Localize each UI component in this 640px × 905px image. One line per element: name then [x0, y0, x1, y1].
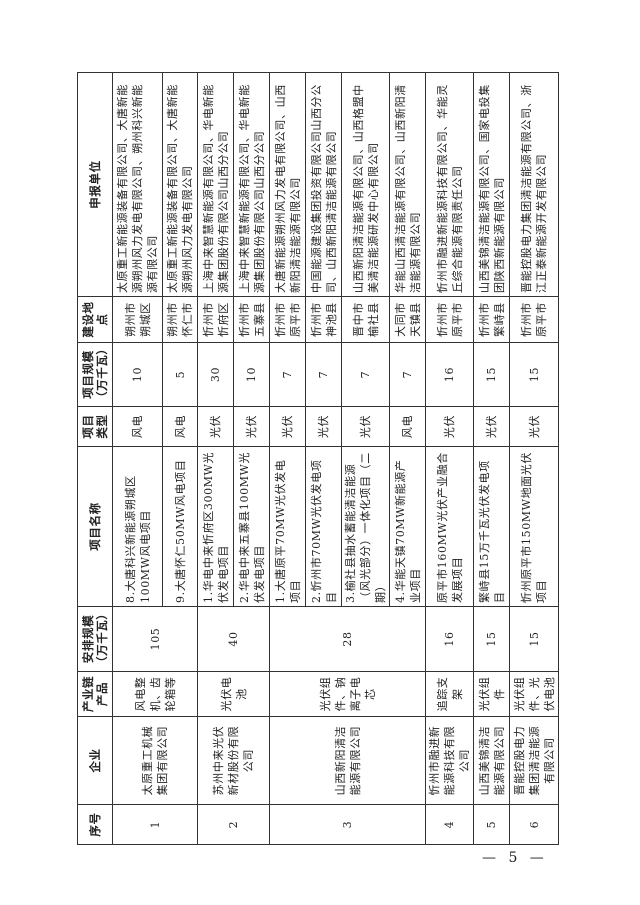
project-type-cell: 光伏 [269, 406, 306, 447]
product-cell: 光伏组件、光伏电池 [509, 671, 559, 717]
project-type-cell: 光伏 [197, 406, 234, 447]
table-row: 6 晋能控股电力集团清洁能源有限公司 光伏组件、光伏电池 15 忻州原平市150MW地面… [509, 72, 559, 845]
product-cell: 光伏电池 [197, 671, 270, 717]
project-scale-cell: 16 [425, 342, 474, 407]
project-type-cell: 光伏 [509, 406, 559, 447]
project-type-cell: 光伏 [305, 406, 342, 447]
enterprise-cell: 山西新阳清洁能源有限公司 [269, 716, 426, 805]
location-cell: 忻州市原平市 [269, 296, 306, 343]
location-cell: 朔州市朔城区 [112, 296, 163, 343]
header-enterprise: 企业 [77, 716, 113, 805]
location-cell: 忻州市神池县 [305, 296, 342, 343]
header-row: 序号 企业 产业链产品 安排规模（万千瓦） 项目名称 项目类型 项目规模（万千瓦） 建设地点申… [77, 72, 113, 845]
project-name-cell: 原平市160MW光伏产业融合发展项目 [425, 446, 474, 607]
project-type-cell: 风电 [389, 406, 426, 447]
enterprise-cell: 山西美锦清洁能源有限公司 [473, 716, 510, 805]
project-type-cell: 风电 [112, 406, 163, 447]
location-cell: 忻州市原平市 [425, 296, 474, 343]
row-number: 5 [473, 804, 510, 845]
enterprise-cell: 晋能控股电力集团清洁能源有限公司 [509, 716, 559, 805]
project-scale-cell: 7 [305, 342, 342, 407]
project-name-cell: 4.华能天镇70MW新能源产业项目 [389, 446, 426, 607]
project-scale-cell: 7 [389, 342, 426, 407]
header-product: 产业链产品 [77, 671, 113, 717]
project-scale-cell: 15 [509, 342, 559, 407]
page-number: — 5 — [482, 850, 548, 866]
product-cell: 光伏组件 [473, 671, 510, 717]
table-row: 4 忻州市融进新能源科技有限公司 追踪支架 16 原平市160MW光伏产业融合发展项目光… [425, 72, 474, 845]
project-name-cell: 3.榆社县抽水蓄能清洁能源（风光部分）一体化项目（二期） [341, 446, 390, 607]
applicant-cell: 太原重工新能源装备有限公司、大唐新能源朔州风力发电有限公司 [162, 72, 198, 297]
project-scale-cell: 10 [233, 342, 270, 407]
project-name-cell: 2.华电中来五寨县100MW光伏发电项目 [233, 446, 270, 607]
location-cell: 晋中市榆社县 [341, 296, 390, 343]
allocated-scale-cell: 28 [269, 606, 426, 672]
applicant-cell: 上海中来智慧新能源有限公司、华电新能源集团股份有限公司山西分公司 [197, 72, 234, 297]
enterprise-cell: 忻州市融进新能源科技有限公司 [425, 716, 474, 805]
applicant-cell: 上海中来智慧新能源有限公司、华电新能源集团股份有限公司山西分公司 [233, 72, 270, 297]
project-type-cell: 光伏 [233, 406, 270, 447]
project-table: 序号 企业 产业链产品 安排规模（万千瓦） 项目名称 项目类型 项目规模（万千瓦） 建设地点申… [77, 72, 559, 845]
location-cell: 忻州市原平市 [509, 296, 559, 343]
project-name-cell: 9.大唐怀仁50MW风电项目 [162, 446, 198, 607]
header-project-type: 项目类型 [77, 406, 113, 447]
header-applicant: 申报单位 [77, 72, 113, 297]
project-scale-cell: 10 [112, 342, 163, 407]
project-name-cell: 繁峙县15万千瓦光伏发电项目 [473, 446, 510, 607]
row-number: 2 [197, 804, 270, 845]
enterprise-cell: 太原重工机械集团有限公司 [112, 716, 198, 805]
rotated-table-container: 序号 企业 产业链产品 安排规模（万千瓦） 项目名称 项目类型 项目规模（万千瓦） 建设地点申… [77, 72, 559, 845]
project-type-cell: 风电 [162, 406, 198, 447]
applicant-cell: 山西美锦清洁能源有限公司、国家电投集团陕西新能源有限公司 [473, 72, 510, 297]
table-row: 3 山西新阳清洁能源有限公司 光伏组件、钠离子电芯 28 1.大唐原平70MW光伏发电项… [269, 72, 426, 845]
allocated-scale-cell: 16 [425, 606, 474, 672]
location-cell: 忻州市五寨县 [233, 296, 270, 343]
allocated-scale-cell: 15 [509, 606, 559, 672]
table-row: 1 太原重工机械集团有限公司 风电整机、齿轮箱等 105 8.大唐科兴新能源朔城区100… [112, 72, 198, 845]
applicant-cell: 大唐新能源朔州风力发电有限公司、山西新阳清洁能源有限公司 [269, 72, 306, 297]
project-scale-cell: 30 [197, 342, 234, 407]
applicant-cell: 忻州市融进新能源科技有限公司、华能灵丘综合能源有限责任公司 [425, 72, 474, 297]
applicant-cell: 中国能源建设集团投资有限公司山西分公司、山西新阳清洁能源有限公司 [305, 72, 342, 297]
header-project-scale: 项目规模（万千瓦） [77, 342, 113, 407]
header-project-name: 项目名称 [77, 446, 113, 607]
allocated-scale-cell: 15 [473, 606, 510, 672]
project-scale-cell: 5 [162, 342, 198, 407]
header-allocated-scale: 安排规模（万千瓦） [77, 606, 113, 672]
project-name-cell: 8.大唐科兴新能源朔城区100MW风电项目 [112, 446, 163, 607]
project-type-cell: 光伏 [341, 406, 390, 447]
project-scale-cell: 7 [269, 342, 306, 407]
applicant-cell: 太原重工新能源装备有限公司、大唐新能源朔州风力发电有限公司、朔州科兴新能源有限公… [112, 72, 163, 297]
row-number: 6 [509, 804, 559, 845]
applicant-cell: 山西新阳清洁能源有限公司、山西格盟中美清洁能源研发中心有限公司 [341, 72, 390, 297]
applicant-cell: 晋能控股电力集团清洁能源有限公司、浙江正泰新能源开发有限公司 [509, 72, 559, 297]
row-number: 4 [425, 804, 474, 845]
project-scale-cell: 7 [341, 342, 390, 407]
project-scale-cell: 15 [473, 342, 510, 407]
project-type-cell: 光伏 [473, 406, 510, 447]
header-no: 序号 [77, 804, 113, 845]
row-number: 3 [269, 804, 426, 845]
header-location: 建设地点 [77, 296, 113, 343]
allocated-scale-cell: 40 [197, 606, 270, 672]
location-cell: 大同市天镇县 [389, 296, 426, 343]
location-cell: 忻州市繁峙县 [473, 296, 510, 343]
location-cell: 忻州市忻府区 [197, 296, 234, 343]
product-cell: 光伏组件、钠离子电芯 [269, 671, 426, 717]
location-cell: 朔州市怀仁市 [162, 296, 198, 343]
enterprise-cell: 苏州中来光伏新材股份有限公司 [197, 716, 270, 805]
project-name-cell: 1.华电中来忻府区300MW光伏发电项目 [197, 446, 234, 607]
product-cell: 追踪支架 [425, 671, 474, 717]
table-row: 5 山西美锦清洁能源有限公司 光伏组件 15 繁峙县15万千瓦光伏发电项目 光伏 15 忻州市… [473, 72, 510, 845]
project-type-cell: 光伏 [425, 406, 474, 447]
table-row: 2 苏州中来光伏新材股份有限公司 光伏电池 40 1.华电中来忻府区300MW光伏发电项… [197, 72, 270, 845]
project-name-cell: 1.大唐原平70MW光伏发电项目 [269, 446, 306, 607]
allocated-scale-cell: 105 [112, 606, 198, 672]
product-cell: 风电整机、齿轮箱等 [112, 671, 198, 717]
project-name-cell: 忻州原平市150MW地面光伏项目 [509, 446, 559, 607]
project-name-cell: 2.忻州市70MW光伏发电项目 [305, 446, 342, 607]
applicant-cell: 华能山西清洁能源有限公司、山西新阳清洁能源有限公司 [389, 72, 426, 297]
row-number: 1 [112, 804, 198, 845]
